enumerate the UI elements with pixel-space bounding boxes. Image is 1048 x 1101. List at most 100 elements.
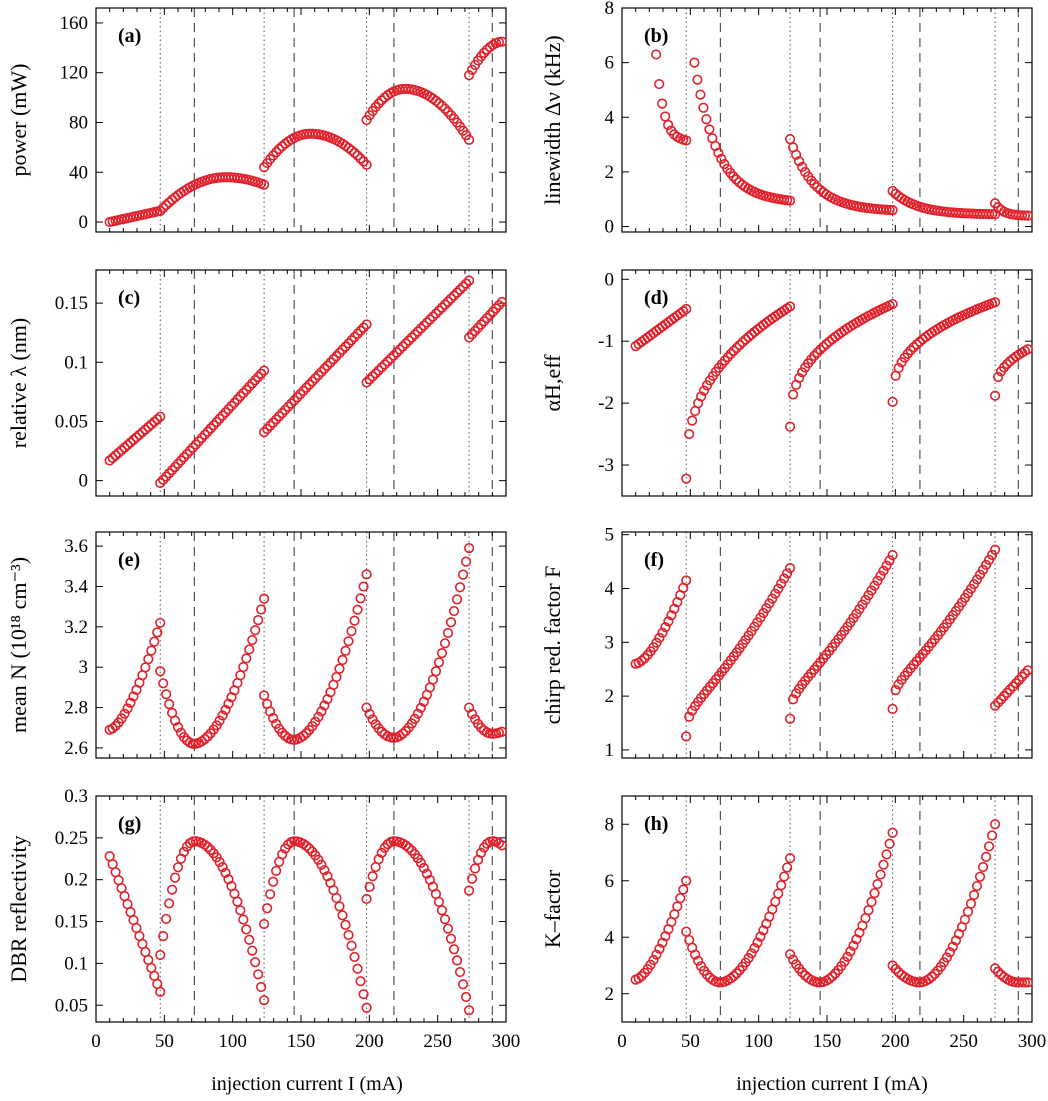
data-point (728, 971, 739, 982)
data-point (301, 840, 312, 851)
data-point (788, 389, 799, 400)
data-point (214, 715, 225, 726)
y-tick-label: 0.1 (64, 352, 88, 373)
x-tick-label: 300 (492, 1031, 521, 1052)
data-point (161, 471, 172, 482)
data-point (190, 439, 201, 450)
data-point (247, 378, 258, 389)
data-point (286, 398, 297, 409)
data-point (143, 421, 154, 433)
data-point (358, 322, 369, 333)
data-point (400, 338, 411, 349)
data-point (167, 884, 178, 895)
data-point (731, 968, 742, 979)
y-tick-label: 4 (605, 927, 615, 948)
data-point (654, 943, 665, 954)
data-point (460, 278, 472, 289)
data-point (1004, 684, 1016, 695)
data-point (382, 839, 393, 850)
data-point (1001, 687, 1013, 698)
data-point (313, 370, 324, 381)
data-point (277, 408, 288, 419)
data-point (779, 871, 790, 882)
x-tick-label: 0 (91, 1031, 101, 1052)
data-point (313, 711, 324, 722)
data-point (737, 337, 748, 348)
data-point (259, 995, 270, 1006)
y-tick-label: 3.2 (64, 617, 88, 638)
data-point (797, 161, 808, 173)
data-point (253, 969, 264, 980)
data-point (214, 413, 225, 424)
panel-label: (b) (644, 25, 668, 47)
data-point (164, 898, 175, 909)
data-point (376, 362, 387, 373)
data-point (262, 423, 273, 435)
data-point (672, 901, 683, 912)
data-point (415, 857, 426, 869)
data-point (373, 98, 384, 109)
data-point (481, 44, 493, 55)
data-point (187, 442, 198, 453)
y-axis-label: DBR reflectivity (6, 835, 31, 982)
data-point (466, 873, 478, 884)
data-point (409, 713, 420, 724)
data-point (238, 914, 249, 925)
data-point (784, 301, 796, 312)
data-point (992, 697, 1004, 708)
data-point (349, 615, 360, 626)
data-point (134, 429, 145, 440)
data-point (968, 889, 980, 901)
data-point (701, 114, 712, 125)
y-tick-label: 5 (605, 525, 615, 546)
data-point (271, 147, 282, 158)
data-point (361, 893, 372, 905)
data-point (340, 919, 351, 930)
x-tick-label: 50 (155, 1031, 174, 1052)
y-tick-label: 0.25 (55, 828, 88, 849)
data-point (740, 334, 751, 345)
data-point (149, 416, 160, 427)
data-point (247, 634, 258, 646)
data-point (663, 119, 674, 131)
data-point (869, 888, 880, 899)
data-point (379, 359, 390, 370)
data-point (352, 328, 363, 340)
data-point (698, 102, 709, 113)
data-point (493, 300, 505, 311)
data-point (367, 371, 378, 382)
data-point (140, 424, 151, 435)
data-point (782, 568, 793, 579)
y-tick-label: 0.05 (55, 995, 88, 1016)
data-point (256, 604, 267, 615)
data-point (472, 322, 484, 333)
data-point (346, 145, 357, 156)
data-point (349, 951, 360, 963)
data-point (1010, 678, 1022, 689)
data-point (122, 703, 133, 714)
data-point (878, 565, 889, 576)
data-point (704, 124, 715, 135)
data-point (875, 869, 886, 880)
data-point (651, 49, 662, 60)
y-tick-label: 3.4 (64, 576, 88, 597)
data-point (445, 293, 457, 304)
data-point (259, 365, 270, 376)
data-point (693, 955, 704, 966)
data-point (316, 706, 327, 717)
data-point (107, 723, 118, 734)
data-point (992, 371, 1004, 383)
data-point (322, 360, 333, 371)
data-point (199, 839, 210, 850)
data-point (639, 653, 650, 664)
data-point (1019, 977, 1031, 988)
data-point (965, 898, 977, 909)
data-point (355, 153, 366, 164)
data-point (1022, 665, 1034, 676)
data-point (436, 302, 448, 313)
data-point (887, 550, 898, 561)
data-point (905, 345, 916, 356)
data-point (695, 89, 706, 100)
panel-label: (e) (118, 549, 140, 571)
data-point (848, 940, 859, 951)
